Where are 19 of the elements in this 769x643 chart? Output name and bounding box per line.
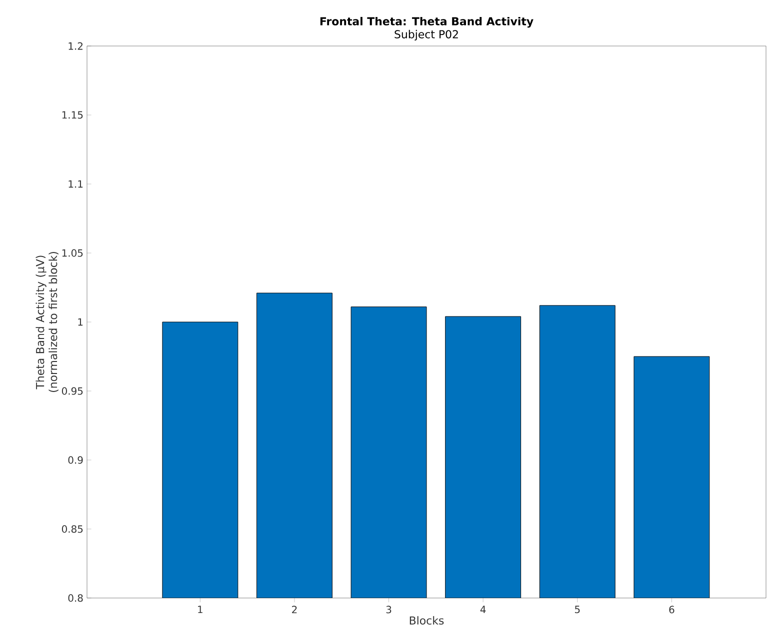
x-tick-label: 5 (574, 606, 580, 614)
x-tick-label: 1 (198, 606, 202, 614)
y-tick-label: 0.95 (62, 387, 83, 395)
x-axis-title: Blocks (410, 616, 444, 625)
y-tick-label: 1 (78, 318, 83, 326)
y-tick-label: 1.1 (68, 180, 83, 188)
x-tick-label: 2 (292, 606, 297, 614)
y-tick-label: 1.05 (62, 249, 83, 257)
y-tick-label: 0.9 (68, 456, 83, 464)
chart-subtitle: Subject P02 (394, 30, 458, 40)
x-tick-label: 3 (386, 606, 392, 614)
y-tick-label: 1.15 (62, 111, 83, 119)
chart-title: Frontal Theta: Theta Band Activity (320, 16, 534, 28)
y-tick-label: 1.2 (68, 42, 82, 50)
x-tick-label: 4 (480, 606, 486, 614)
x-tick-label: 6 (669, 606, 674, 614)
y-tick-label: 0.8 (68, 594, 83, 602)
y-tick-label: 0.85 (62, 525, 83, 533)
y-axis-title: Theta Band Activity (µV) (normalized to first block) (36, 252, 58, 392)
